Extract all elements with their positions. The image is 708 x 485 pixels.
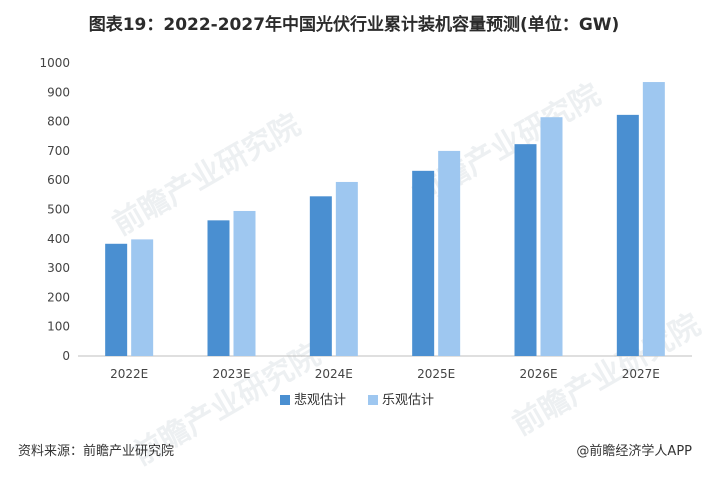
legend-label-optimistic: 乐观估计 bbox=[382, 393, 434, 408]
bar-optimistic bbox=[642, 82, 665, 357]
x-tick-label: 2024E bbox=[315, 367, 353, 381]
bar-optimistic bbox=[438, 150, 461, 356]
x-tick-label: 2023E bbox=[212, 367, 250, 381]
y-tick-label: 200 bbox=[47, 290, 70, 304]
y-tick-label: 800 bbox=[47, 115, 70, 129]
y-tick-label: 400 bbox=[47, 232, 70, 246]
bar-optimistic bbox=[131, 239, 154, 356]
bar-pessimistic bbox=[514, 144, 537, 356]
x-tick-label: 2025E bbox=[417, 367, 455, 381]
y-tick-label: 700 bbox=[47, 144, 70, 158]
x-tick-label: 2026E bbox=[519, 367, 557, 381]
y-tick-label: 300 bbox=[47, 261, 70, 275]
legend-swatch-pessimistic bbox=[280, 395, 290, 405]
bar-pessimistic bbox=[616, 114, 639, 357]
x-tick-label: 2022E bbox=[110, 367, 148, 381]
y-tick-label: 0 bbox=[62, 349, 70, 363]
y-tick-label: 1000 bbox=[39, 56, 70, 70]
credit-note: @前瞻经济学人APP bbox=[576, 444, 692, 459]
legend-label-pessimistic: 悲观估计 bbox=[294, 392, 346, 408]
bar-pessimistic bbox=[105, 243, 128, 356]
chart-title: 图表19：2022-2027年中国光伏行业累计装机容量预测(单位：GW) bbox=[88, 15, 620, 35]
bar-optimistic bbox=[540, 117, 563, 356]
y-tick-label: 600 bbox=[47, 173, 70, 187]
bar-optimistic bbox=[335, 181, 358, 356]
bar-pessimistic bbox=[412, 170, 435, 356]
bar-pessimistic bbox=[207, 220, 230, 356]
source-note: 资料来源：前瞻产业研究院 bbox=[18, 444, 175, 459]
bar-optimistic bbox=[233, 210, 256, 356]
y-tick-label: 500 bbox=[47, 203, 70, 217]
y-tick-label: 900 bbox=[47, 85, 70, 99]
legend-swatch-optimistic bbox=[368, 395, 378, 405]
bar-pessimistic bbox=[309, 196, 332, 356]
y-tick-label: 100 bbox=[47, 320, 70, 334]
x-tick-label: 2027E bbox=[622, 367, 660, 381]
